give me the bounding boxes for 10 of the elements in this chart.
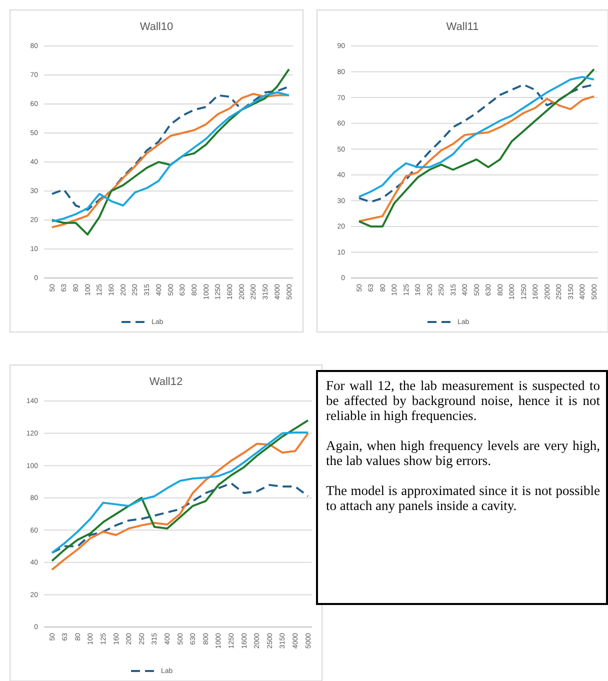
chart-title: Wall12 [149, 376, 183, 388]
text: The model is approximated since it is not possible to attach any panels inside a cavity. [326, 483, 600, 513]
chart-title: Wall11 [446, 21, 479, 33]
line-series [51, 482, 309, 554]
chart-title: Wall10 [140, 21, 174, 33]
line-series [51, 68, 290, 236]
text: For wall 12, the lab measurement is suspected to be affected by background noise, hence it is not reliable in high frequencies. [326, 378, 600, 423]
line-series [358, 95, 595, 222]
text: Again, when high frequency levels are very high, the lab values show big errors. [326, 438, 600, 468]
line-series [358, 68, 595, 228]
